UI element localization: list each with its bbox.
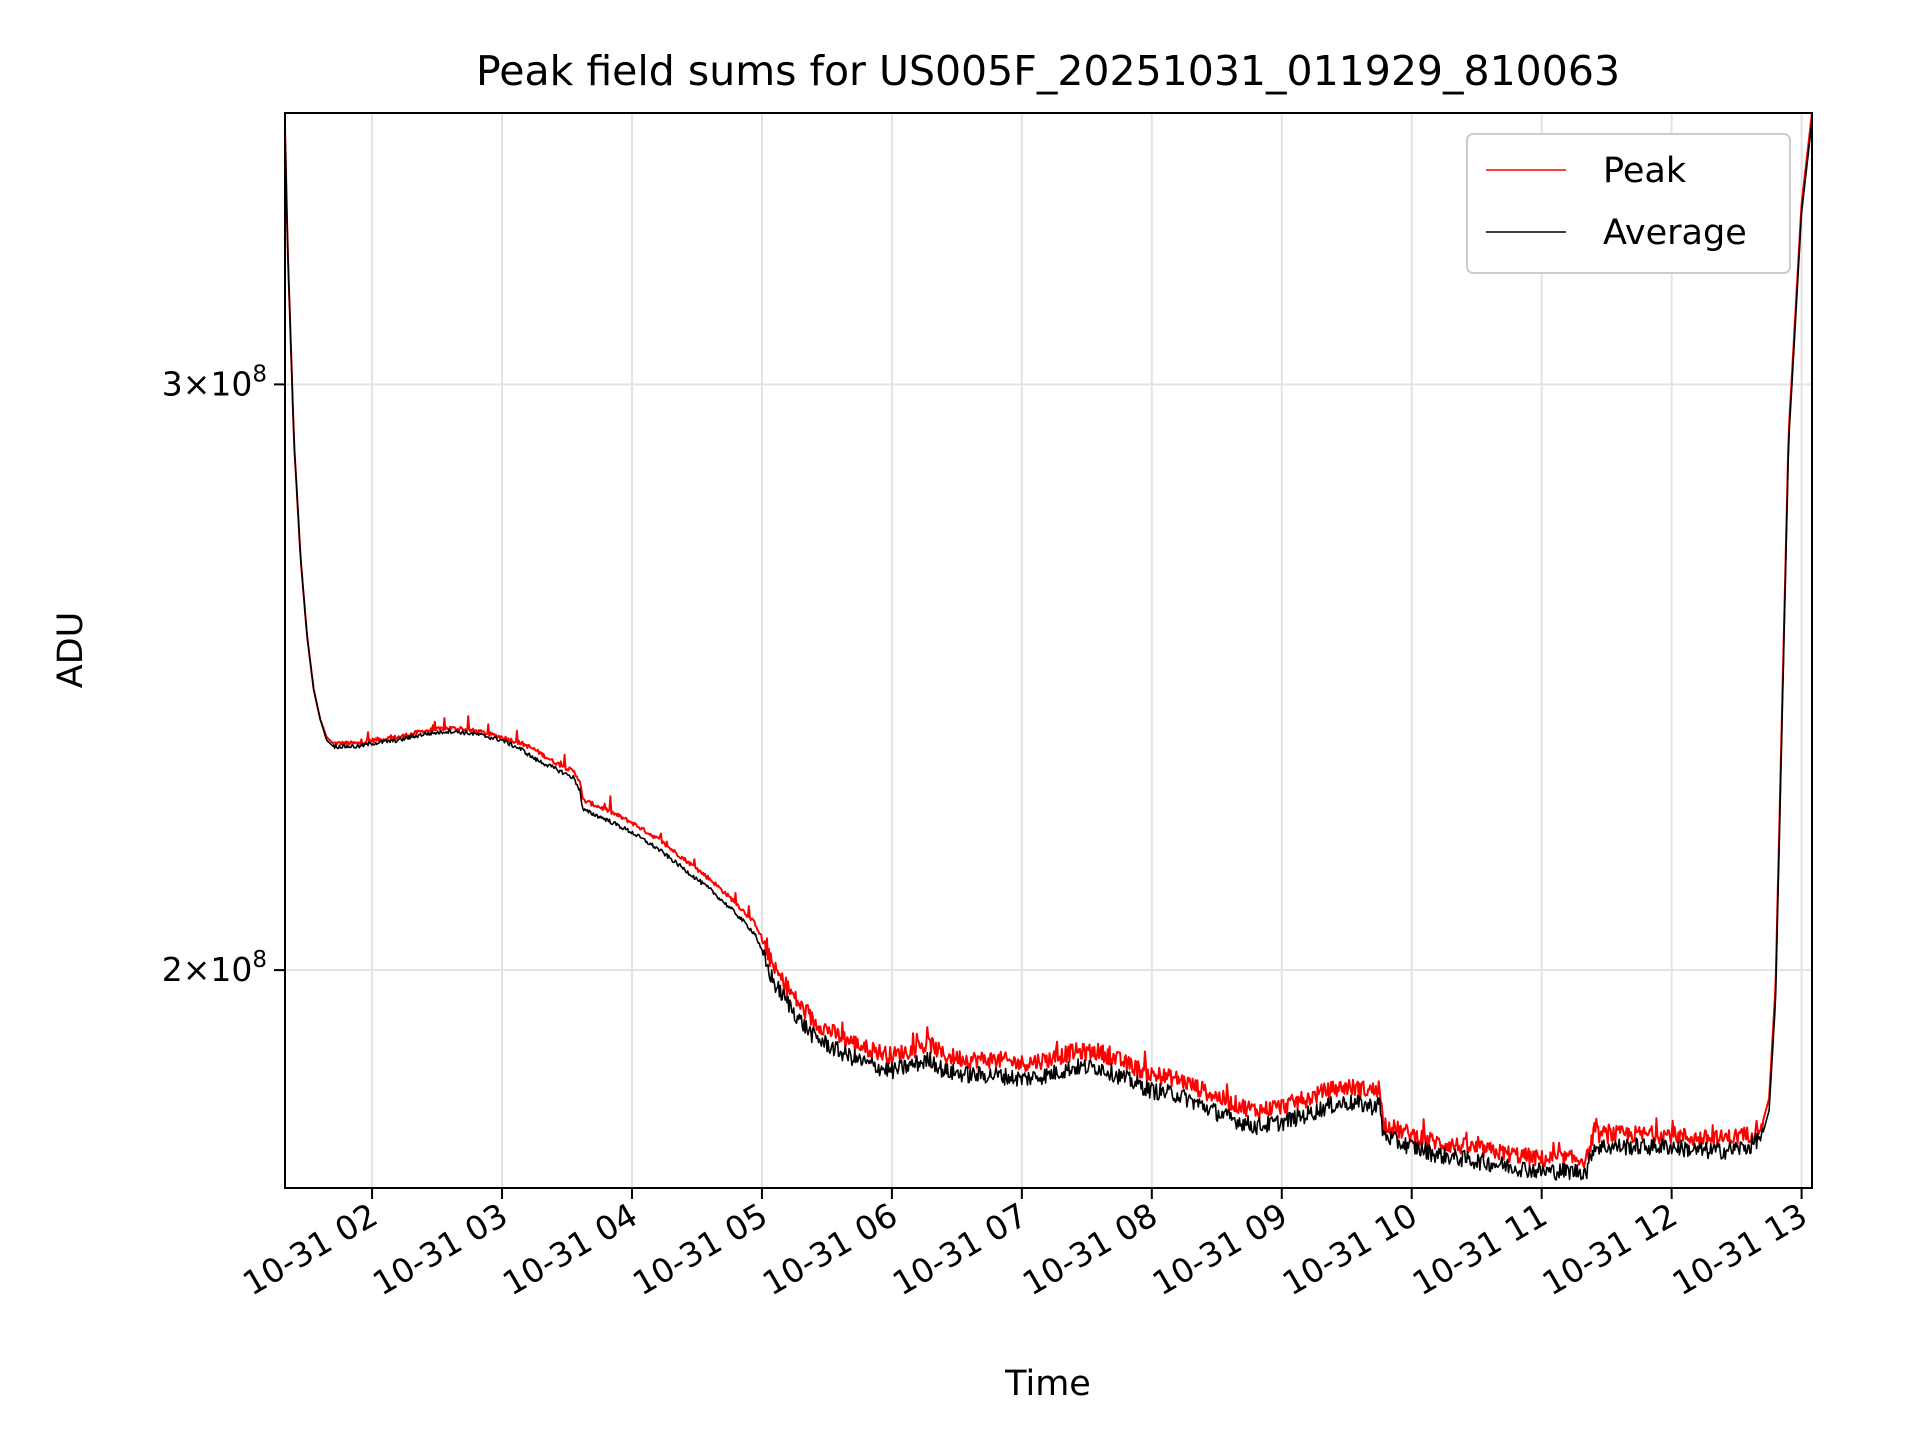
series-lines (284, 112, 1813, 1181)
plot-frame (284, 112, 1813, 1189)
legend-label-average: Average (1603, 213, 1747, 253)
x-axis-label: Time (1004, 1364, 1091, 1404)
chart-title: Peak field sums for US005F_20251031_0119… (476, 47, 1620, 95)
y-axis: 2×108 3×108 (162, 361, 285, 989)
y-tick-label: 2×108 (162, 947, 267, 989)
series-line-average (284, 120, 1813, 1181)
legend: Peak Average (1466, 133, 1791, 274)
grid-lines (285, 113, 1812, 1188)
legend-box (1466, 133, 1791, 274)
series-line-peak (284, 112, 1813, 1169)
y-axis-label: ADU (51, 612, 91, 689)
y-tick-label: 3×108 (162, 361, 267, 403)
legend-label-peak: Peak (1603, 151, 1687, 191)
